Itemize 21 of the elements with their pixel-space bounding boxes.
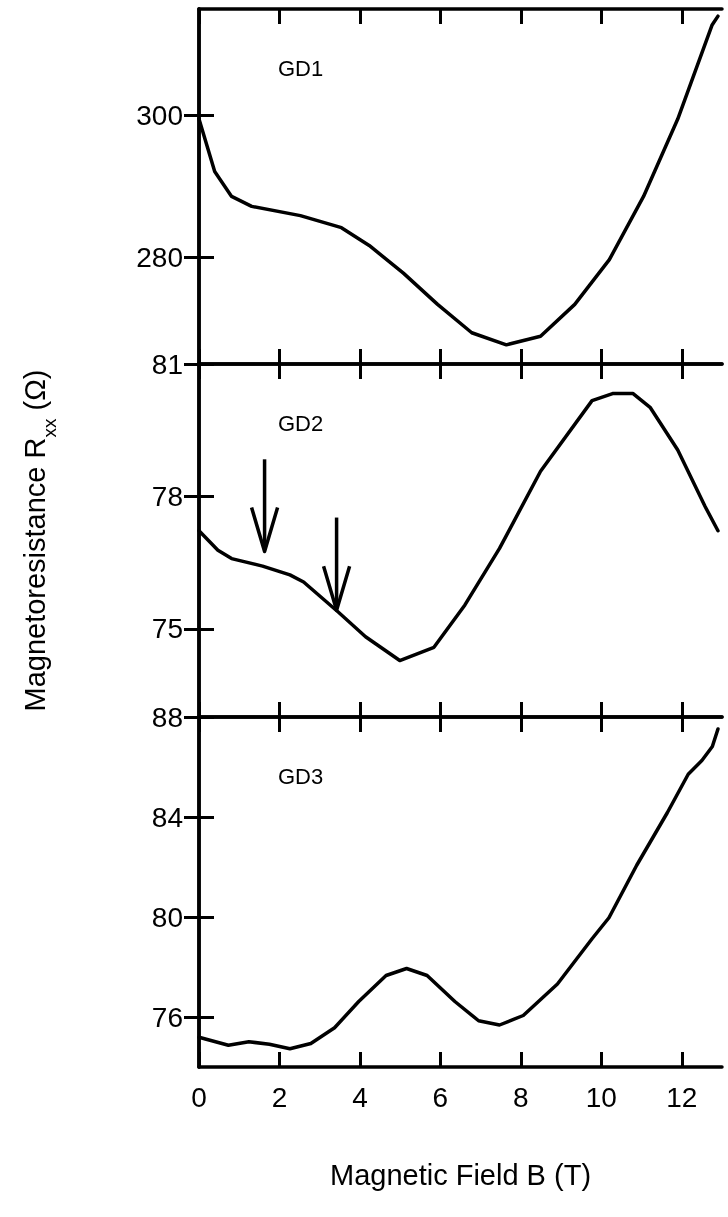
y-tick-label: 78	[151, 480, 183, 512]
x-tick-label: 10	[585, 1081, 617, 1113]
annotation: GD3	[278, 763, 324, 789]
y-axis-title: Magnetoresistance Rxx (Ω)	[18, 369, 60, 712]
y-tick-label: 76	[151, 1001, 183, 1033]
y-tick-label: 88	[151, 701, 183, 733]
x-tick-label: 2	[271, 1081, 288, 1113]
annotation: GD2	[278, 410, 324, 436]
y-tick-label: 75	[151, 613, 183, 645]
y-tick-label: 280	[136, 242, 183, 273]
y-tick-label: 300	[136, 100, 183, 131]
x-tick-label: 6	[432, 1081, 449, 1113]
y-tick-label: 80	[151, 901, 183, 933]
y-tick-label: 84	[151, 801, 183, 833]
y-tick-label: 81	[151, 348, 183, 380]
annotation: GD1	[278, 55, 324, 81]
x-tick-label: 0	[191, 1081, 207, 1113]
x-axis-title: Magnetic Field B (T)	[329, 1158, 592, 1191]
x-tick-label: 12	[666, 1081, 698, 1113]
x-tick-label: 4	[352, 1081, 368, 1113]
x-tick-label: 8	[513, 1081, 529, 1113]
